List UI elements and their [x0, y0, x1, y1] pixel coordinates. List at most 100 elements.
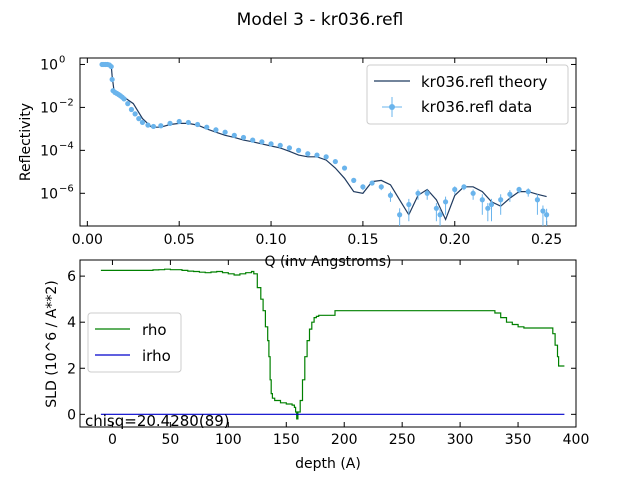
data-point	[296, 147, 302, 153]
reflectivity-ytick-label: 10	[40, 143, 58, 159]
data-series	[99, 61, 550, 226]
sld-xtick-label: 0	[108, 432, 117, 448]
data-point	[507, 191, 513, 197]
data-point	[108, 63, 114, 70]
reflectivity-ytick-label: 10	[40, 100, 58, 116]
data-point	[442, 199, 449, 205]
reflectivity-ytick-label: 10	[40, 57, 58, 73]
legend-rho-label: rho	[142, 321, 167, 339]
data-point	[145, 122, 151, 128]
data-point	[185, 119, 191, 126]
sld-ticks: 0 50 100 150 200 250 300 350 400 0 2 4 6	[67, 260, 589, 448]
sld-xtick-label: 250	[389, 432, 416, 448]
legend-data-label: kr036.refl data	[421, 98, 532, 116]
data-point	[139, 119, 146, 126]
sld-xtick-label: 400	[563, 432, 590, 448]
data-point	[485, 205, 491, 211]
data-point	[369, 180, 375, 186]
data-point	[433, 205, 439, 211]
data-point	[397, 212, 403, 218]
data-point	[222, 129, 228, 135]
data-point	[360, 184, 366, 190]
data-point	[323, 154, 329, 160]
reflectivity-legend: kr036.refl theory kr036.refl data	[366, 64, 569, 125]
sld-xtick-label: 50	[161, 432, 179, 448]
data-point	[314, 152, 320, 158]
sld-ytick-label: 2	[67, 361, 76, 377]
reflectivity-ytick-exponent: −6	[59, 183, 74, 194]
reflectivity-ytick-label: 10	[40, 186, 58, 202]
sld-xtick-label: 300	[447, 432, 474, 448]
sld-ylabel: SLD (10^6 / A**2)	[44, 280, 60, 407]
reflectivity-ytick-exponent: −4	[59, 140, 74, 151]
reflectivity-axes-frame	[79, 57, 577, 227]
data-point	[516, 186, 522, 193]
sld-xtick-label: 100	[215, 432, 242, 448]
data-point	[387, 192, 394, 198]
data-point	[158, 123, 164, 129]
rho-line	[100, 268, 565, 420]
data-point	[479, 197, 485, 203]
data-point	[213, 127, 219, 133]
sld-xtick-label: 350	[505, 432, 532, 448]
data-point	[136, 116, 142, 122]
reflectivity-xtick-label: 0.05	[164, 232, 195, 248]
data-point	[544, 212, 550, 218]
sld-xtick-label: 150	[273, 432, 300, 448]
sld-series	[100, 268, 565, 420]
reflectivity-ytick-exponent: 0	[59, 54, 65, 65]
legend-data-swatch	[382, 97, 402, 117]
chisq-annotation: chisq=20.4280(89)	[85, 412, 230, 430]
data-point	[540, 208, 546, 214]
reflectivity-xtick-label: 0.25	[531, 232, 562, 248]
sld-legend: rho irho	[87, 312, 182, 373]
data-point	[351, 177, 357, 183]
reflectivity-xtick-label: 0.10	[255, 232, 286, 248]
data-point	[128, 106, 135, 113]
data-point	[332, 158, 338, 165]
data-point	[250, 137, 256, 143]
data-point	[461, 184, 467, 190]
data-point	[121, 96, 127, 102]
legend-theory-label: kr036.refl theory	[421, 73, 547, 91]
data-point	[470, 190, 476, 196]
data-point	[268, 141, 274, 147]
sld-xlabel: depth (A)	[295, 456, 361, 472]
data-point	[204, 124, 210, 130]
data-point	[498, 197, 504, 203]
data-point	[406, 201, 412, 208]
data-point	[305, 151, 311, 157]
data-point	[167, 120, 173, 127]
data-point	[341, 165, 348, 171]
data-point	[277, 142, 283, 149]
data-point	[415, 190, 421, 196]
sld-panel: 0 50 100 150 200 250 300 350 400 0 2 4 6 chisq=20.42…	[44, 259, 589, 472]
reflectivity-ytick-exponent: −2	[59, 97, 74, 108]
data-point	[424, 190, 430, 196]
data-point	[132, 111, 138, 117]
data-point	[488, 201, 495, 208]
reflectivity-xtick-label: 0.20	[439, 232, 470, 248]
data-point	[534, 197, 541, 203]
data-point	[525, 188, 531, 195]
data-point	[109, 76, 115, 83]
reflectivity-legend-frame	[366, 64, 569, 125]
data-point	[378, 184, 384, 190]
data-point	[125, 101, 131, 107]
data-point	[259, 139, 265, 145]
sld-ytick-label: 0	[67, 407, 76, 423]
sld-xtick-label: 200	[331, 432, 358, 448]
data-point	[452, 186, 458, 193]
reflectivity-xlabel: Q (inv Angstroms)	[265, 254, 392, 270]
data-point	[150, 123, 157, 130]
reflectivity-ylabel: Reflectivity	[18, 103, 34, 181]
sld-ytick-label: 4	[67, 315, 76, 331]
data-point	[194, 121, 201, 128]
data-point	[176, 118, 182, 125]
data-point	[437, 212, 443, 218]
sld-legend-frame	[87, 312, 182, 373]
figure-title: Model 3 - kr036.refl	[237, 10, 404, 30]
